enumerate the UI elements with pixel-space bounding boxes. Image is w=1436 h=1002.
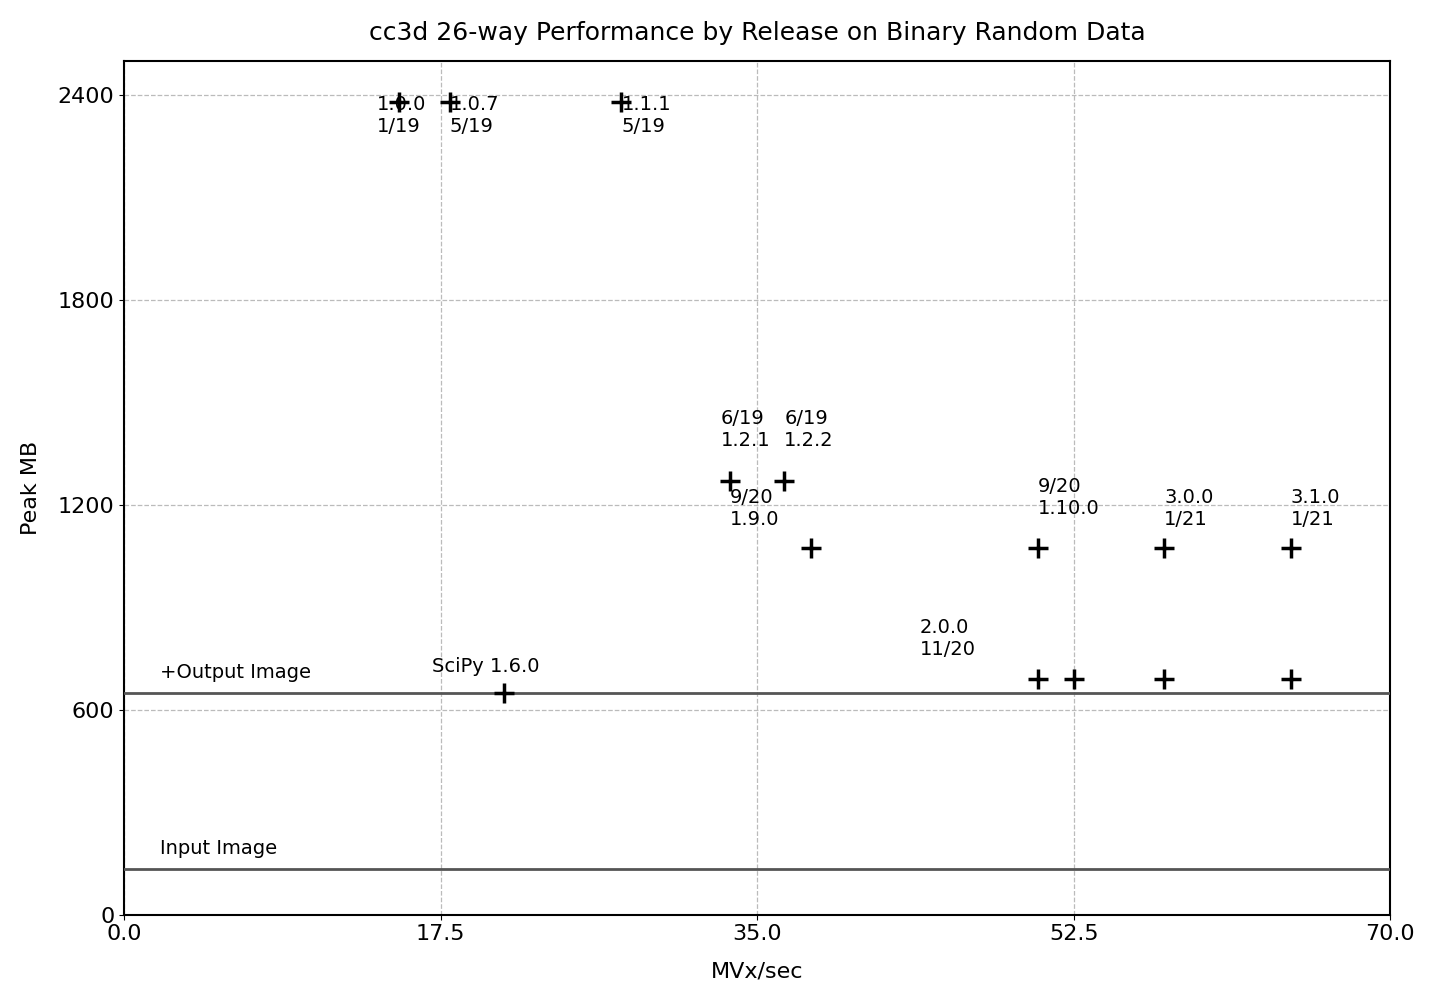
X-axis label: MVx/sec: MVx/sec [711, 961, 803, 981]
Text: Input Image: Input Image [161, 840, 277, 859]
Text: 1.0.0
1/19: 1.0.0 1/19 [378, 95, 426, 136]
Text: 9/20
1.10.0: 9/20 1.10.0 [1038, 478, 1100, 518]
Text: 1.1.1
5/19: 1.1.1 5/19 [622, 95, 671, 136]
Text: 2.0.0
11/20: 2.0.0 11/20 [920, 617, 976, 658]
Text: 9/20
1.9.0: 9/20 1.9.0 [729, 488, 780, 529]
Text: 3.1.0
1/21: 3.1.0 1/21 [1291, 488, 1340, 529]
Text: +Output Image: +Output Image [161, 663, 312, 682]
Title: cc3d 26-way Performance by Release on Binary Random Data: cc3d 26-way Performance by Release on Bi… [369, 21, 1146, 45]
Text: 6/19
1.2.1: 6/19 1.2.1 [721, 409, 771, 450]
Text: 6/19
1.2.2: 6/19 1.2.2 [784, 409, 834, 450]
Text: SciPy 1.6.0: SciPy 1.6.0 [432, 656, 538, 675]
Text: 1.0.7
5/19: 1.0.7 5/19 [449, 95, 500, 136]
Y-axis label: Peak MB: Peak MB [22, 441, 40, 535]
Text: 3.0.0
1/21: 3.0.0 1/21 [1165, 488, 1213, 529]
